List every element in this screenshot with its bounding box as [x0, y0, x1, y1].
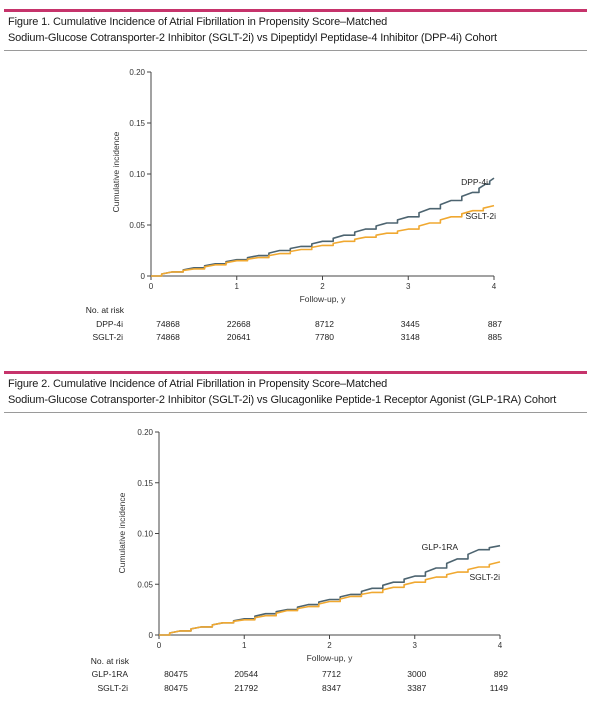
x-tick-label: 4 [498, 641, 503, 650]
y-tick-label: 0 [141, 272, 146, 281]
risk-value: 3148 [401, 332, 420, 342]
title-divider [4, 412, 587, 413]
series-line-sglt-2i [159, 561, 501, 636]
risk-value: 3387 [407, 683, 426, 693]
risk-row-label: GLP-1RA [92, 669, 129, 679]
title-line-1: Figure 2. Cumulative Incidence of Atrial… [8, 378, 388, 390]
risk-table-header: No. at risk [91, 656, 130, 666]
risk-value: 20544 [234, 669, 258, 679]
y-tick-label: 0.05 [129, 221, 145, 230]
x-tick-label: 4 [492, 282, 497, 291]
y-tick-label: 0.15 [137, 479, 153, 488]
y-tick-label: 0.10 [129, 170, 145, 179]
y-axis-label: Cumulative incidence [117, 492, 127, 573]
risk-value: 3000 [407, 669, 426, 679]
y-tick-label: 0.10 [137, 530, 153, 539]
title-divider [4, 50, 587, 51]
risk-value: 80475 [164, 669, 188, 679]
y-tick-label: 0.05 [137, 580, 153, 589]
risk-value: 21792 [234, 683, 258, 693]
risk-value: 20641 [227, 332, 251, 342]
figure-1-title: Figure 1. Cumulative Incidence of Atrial… [8, 14, 587, 46]
series-label: GLP-1RA [422, 542, 459, 552]
risk-value: 887 [488, 319, 502, 329]
accent-rule [4, 9, 587, 12]
risk-value: 74868 [156, 332, 180, 342]
risk-row-label: SGLT-2i [97, 683, 128, 693]
series-line-sglt-2i [151, 204, 495, 277]
x-tick-label: 1 [242, 641, 247, 650]
y-axis-label: Cumulative incidence [111, 131, 121, 212]
series-line-dpp-4i [151, 177, 495, 277]
x-axis-label: Follow-up, y [307, 653, 354, 663]
x-tick-label: 0 [149, 282, 154, 291]
x-tick-label: 3 [413, 641, 418, 650]
risk-value: 8347 [322, 683, 341, 693]
title-line-2: Sodium-Glucose Cotransporter-2 Inhibitor… [8, 32, 497, 44]
risk-row-label: SGLT-2i [92, 332, 123, 342]
risk-value: 3445 [401, 319, 420, 329]
risk-value: 22668 [227, 319, 251, 329]
y-tick-label: 0.20 [129, 68, 145, 77]
risk-row-label: DPP-4i [96, 319, 123, 329]
x-axis-label: Follow-up, y [300, 294, 347, 304]
series-label: DPP-4i [461, 177, 488, 187]
risk-value: 892 [494, 669, 508, 679]
x-tick-label: 2 [327, 641, 332, 650]
y-tick-label: 0.20 [137, 428, 153, 437]
series-line-glp-1ra [159, 544, 501, 636]
risk-value: 74868 [156, 319, 180, 329]
figure-2-title: Figure 2. Cumulative Incidence of Atrial… [8, 376, 587, 408]
x-tick-label: 0 [157, 641, 162, 650]
title-line-2: Sodium-Glucose Cotransporter-2 Inhibitor… [8, 394, 557, 406]
risk-value: 1149 [490, 683, 509, 693]
risk-value: 7712 [322, 669, 341, 679]
y-tick-label: 0 [149, 631, 154, 640]
x-tick-label: 2 [320, 282, 325, 291]
series-label: SGLT-2i [465, 211, 496, 221]
accent-rule [4, 371, 587, 374]
x-tick-label: 1 [235, 282, 240, 291]
risk-value: 885 [488, 332, 502, 342]
title-line-1: Figure 1. Cumulative Incidence of Atrial… [8, 16, 388, 28]
risk-table-header: No. at risk [86, 305, 125, 315]
chart-1: 0 0.05 0.10 0.15 0.20 0 1 2 3 4 Follow-up, y Cumula… [86, 68, 503, 342]
risk-value: 8712 [315, 319, 334, 329]
y-tick-label: 0.15 [129, 119, 145, 128]
risk-value: 7780 [315, 332, 334, 342]
risk-value: 80475 [164, 683, 188, 693]
series-label: SGLT-2i [469, 572, 500, 582]
x-tick-label: 3 [406, 282, 411, 291]
chart-2: 0 0.05 0.10 0.15 0.20 0 1 2 3 4 Follow-up, y Cumula… [91, 428, 509, 693]
